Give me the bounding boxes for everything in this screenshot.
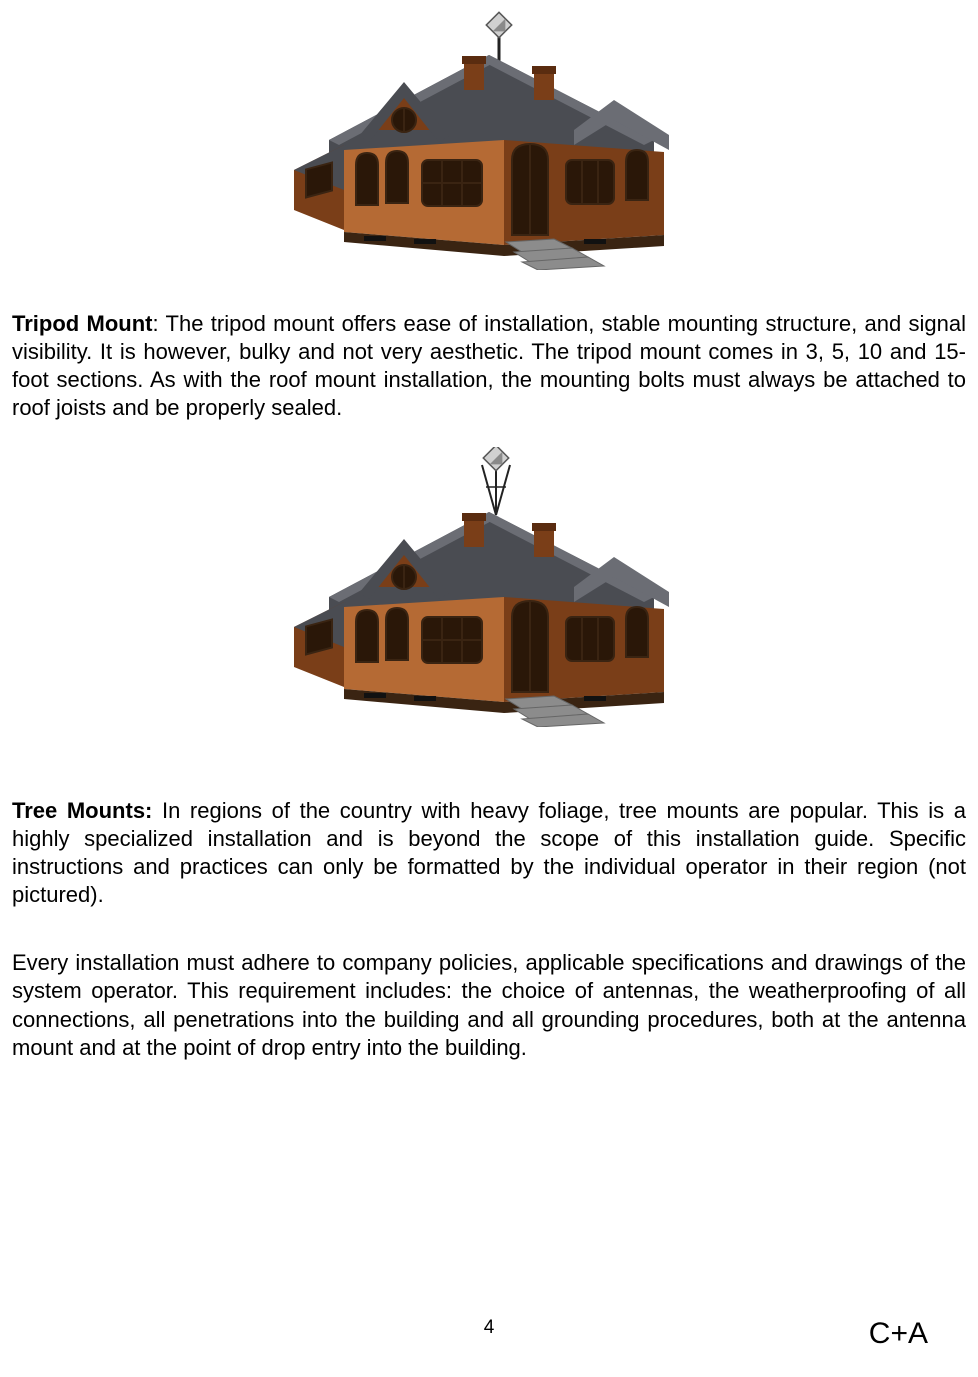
house-tripod-mount-svg — [274, 447, 704, 727]
tree-mounts-title: Tree Mounts: — [12, 798, 152, 823]
page-number: 4 — [484, 1317, 495, 1339]
house-illustration-1 — [12, 10, 966, 270]
page-footer: 4 C+A — [0, 1317, 978, 1357]
closing-body: Every installation must adhere to compan… — [12, 950, 966, 1059]
house-illustration-2 — [12, 447, 966, 727]
footer-mark: C+A — [869, 1317, 928, 1351]
tripod-mount-title: Tripod Mount — [12, 311, 153, 336]
tripod-mount-body: : The tripod mount offers ease of instal… — [12, 311, 966, 420]
tripod-mount-paragraph: Tripod Mount: The tripod mount offers ea… — [12, 310, 966, 423]
closing-paragraph: Every installation must adhere to compan… — [12, 949, 966, 1062]
tree-mounts-paragraph: Tree Mounts: In regions of the country w… — [12, 797, 966, 910]
tree-mounts-body: In regions of the country with heavy fol… — [12, 798, 966, 907]
house-roof-mount-svg — [274, 10, 704, 270]
